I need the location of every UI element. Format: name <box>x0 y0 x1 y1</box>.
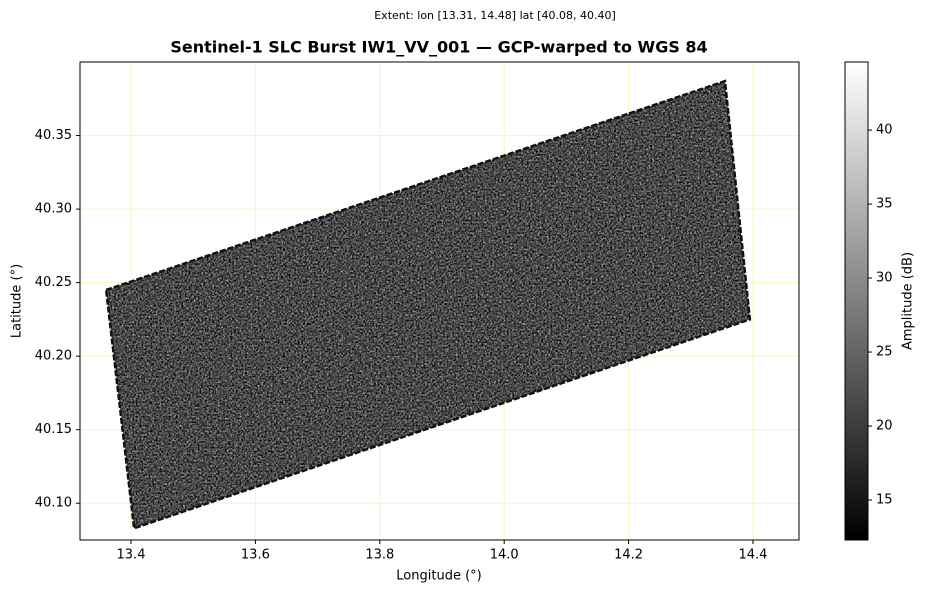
y-tick-label: 40.30 <box>35 202 72 217</box>
plot-frame <box>79 61 800 541</box>
colorbar-tick-label: 30 <box>876 271 893 286</box>
y-axis-label: Latitude (°) <box>10 264 25 338</box>
colorbar-tick-label: 25 <box>876 345 893 360</box>
chart-title: Sentinel-1 SLC Burst IW1_VV_001 — GCP-wa… <box>170 38 707 57</box>
raster-group <box>106 81 750 529</box>
colorbar-tick-label: 15 <box>876 493 893 508</box>
burst-footprint <box>104 79 752 530</box>
x-tick-label: 13.8 <box>365 548 394 563</box>
colorbar-label: Amplitude (dB) <box>901 252 916 350</box>
x-axis-label: Longitude (°) <box>396 569 481 584</box>
x-tick-label: 13.6 <box>241 548 270 563</box>
y-tick-label: 40.25 <box>35 275 72 290</box>
x-tick-label: 13.4 <box>117 548 146 563</box>
x-tick-label: 14.0 <box>490 548 519 563</box>
x-tick-label: 14.4 <box>738 548 767 563</box>
y-tick-label: 40.10 <box>35 496 72 511</box>
header: Extent: lon [13.31, 14.48] lat [40.08, 4… <box>374 9 616 22</box>
colorbar <box>844 61 869 541</box>
raster-speckle <box>106 81 750 529</box>
y-tick-label: 40.15 <box>35 422 72 437</box>
y-tick-label: 40.20 <box>35 349 72 364</box>
colorbar-tick-label: 20 <box>876 419 893 434</box>
colorbar-tick-label: 40 <box>876 123 893 138</box>
y-tick-label: 40.35 <box>35 128 72 143</box>
colorbar-tick-label: 35 <box>876 197 893 212</box>
x-tick-label: 14.2 <box>614 548 643 563</box>
